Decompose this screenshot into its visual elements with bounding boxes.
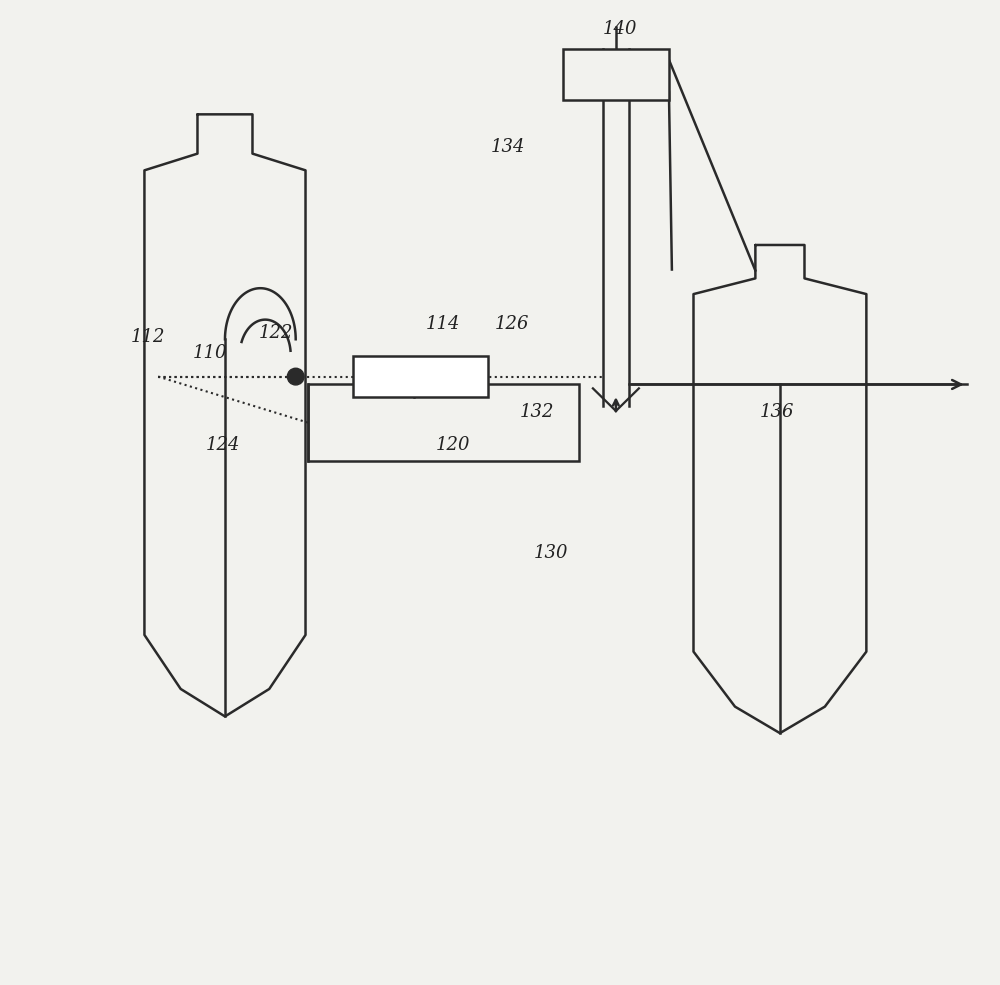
Text: 110: 110 [193,344,227,362]
Circle shape [287,368,304,385]
Text: 132: 132 [520,403,555,421]
Text: 122: 122 [259,324,293,343]
Text: 126: 126 [495,314,529,333]
Text: 136: 136 [760,403,794,421]
Text: 124: 124 [206,436,240,454]
Text: 114: 114 [426,314,460,333]
Text: 140: 140 [603,20,637,37]
Bar [353,356,488,397]
Text: 130: 130 [534,545,568,562]
Text: 134: 134 [491,138,525,156]
Text: 120: 120 [436,436,470,454]
Text: 112: 112 [131,328,166,347]
Bar [308,384,579,461]
Bar [563,48,669,99]
